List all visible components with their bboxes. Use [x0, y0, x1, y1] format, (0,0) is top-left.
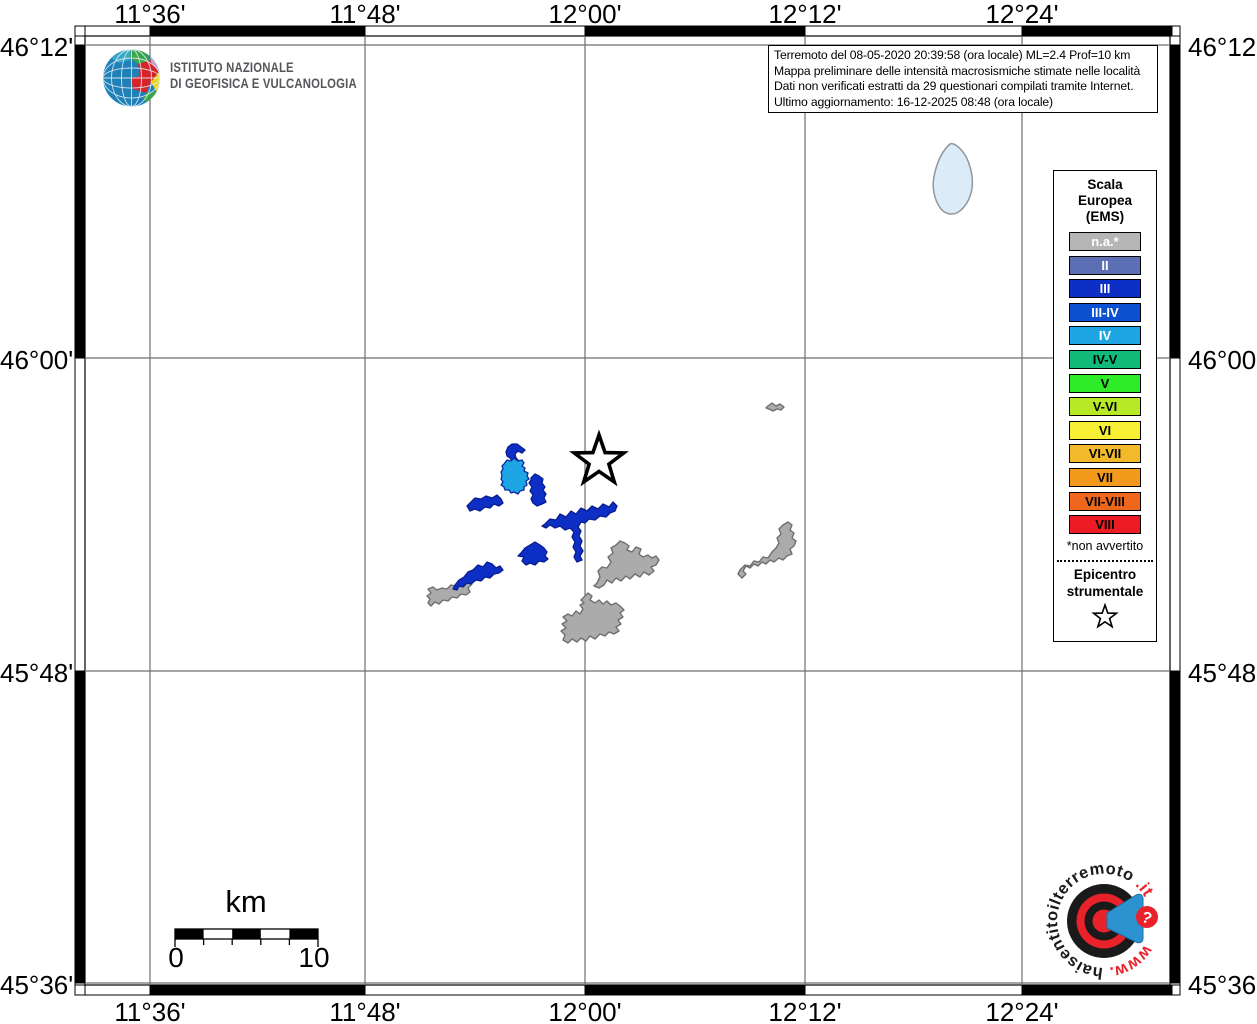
- ingv-globe-logo: [103, 49, 160, 107]
- map-border-bands: [74, 25, 1181, 996]
- legend-footnote: *non avvertito: [1066, 539, 1144, 554]
- legend-title-line2: Europea: [1077, 193, 1132, 208]
- regions-not-felt: [426, 402, 797, 644]
- lat-label-left-3: 45°36': [0, 970, 74, 1000]
- legend-title: Scala Europea (EMS): [1054, 177, 1156, 225]
- legend-swatch-9: VI-VII: [1069, 444, 1141, 464]
- legend-swatch-0: n.a.*: [1069, 232, 1141, 251]
- legend-swatch-1: II: [1069, 255, 1141, 275]
- region-na: [593, 540, 660, 589]
- legend-swatch-11: VII-VIII: [1069, 491, 1141, 511]
- scale-bar: [174, 928, 319, 947]
- lake-polygon: [932, 142, 974, 215]
- map-frame: [84, 35, 1171, 986]
- lon-label-top-3: 12°12': [768, 0, 842, 29]
- haisentito-site-logo: www. haisentitoilterremoto .it ?: [1043, 859, 1158, 982]
- legend-epicenter-label: Epicentro strumentale: [1054, 567, 1156, 600]
- region-iv: [500, 457, 530, 495]
- lat-label-right-1: 46°00': [1188, 345, 1257, 375]
- lon-label-top-1: 11°48': [329, 0, 401, 29]
- lat-label-left-1: 46°00': [0, 345, 74, 375]
- region-iii: [517, 541, 549, 566]
- lon-label-bottom-2: 12°00': [548, 997, 622, 1024]
- legend-swatches: n.a.* II III III-IV IV IV-V V V-VI VI VI-VII VII VI…: [1054, 232, 1156, 535]
- scale-bar-min: 0: [168, 942, 184, 973]
- legend-swatch-10: VII: [1069, 467, 1141, 487]
- legend-epicenter-star-icon: [1054, 602, 1156, 634]
- region-na: [560, 592, 625, 644]
- ingv-name-line2: DI GEOFISICA E VULCANOLOGIA: [170, 75, 357, 91]
- scale-bar-max: 10: [298, 942, 330, 973]
- legend-epicenter-line1: Epicentro: [1073, 567, 1137, 583]
- lon-label-bottom-1: 11°48': [329, 997, 401, 1024]
- legend-divider: [1057, 560, 1153, 563]
- lat-label-right-2: 45°48': [1188, 658, 1257, 688]
- legend-swatch-5: IV-V: [1069, 349, 1141, 369]
- legend-swatch-8: VI: [1069, 420, 1141, 440]
- region-na: [765, 402, 785, 412]
- info-line-event: Terremoto del 08-05-2020 20:39:58 (ora l…: [774, 48, 1131, 62]
- legend-title-line3: (EMS): [1085, 209, 1125, 224]
- info-line-data: Dati non verificati estratti da 29 quest…: [774, 79, 1134, 94]
- region-iii: [541, 501, 618, 563]
- lat-label-left-2: 45°48': [0, 658, 74, 688]
- question-badge: [1136, 906, 1158, 928]
- ingv-name-line1: ISTITUTO NAZIONALE: [170, 60, 294, 75]
- lon-label-bottom-0: 11°36': [114, 997, 186, 1024]
- earthquake-info-box: Terremoto del 08-05-2020 20:39:58 (ora l…: [768, 45, 1158, 114]
- legend-swatch-12: VIII: [1069, 515, 1141, 535]
- legend-swatch-7: V-VI: [1069, 397, 1141, 417]
- lat-label-right-0: 46°12': [1188, 32, 1257, 62]
- info-line-map: Mappa preliminare delle intensità macros…: [774, 63, 1141, 78]
- region-iii: [452, 561, 504, 591]
- legend-swatch-3: III-IV: [1069, 302, 1141, 322]
- lon-label-bottom-4: 12°24': [985, 997, 1059, 1024]
- ingv-institute-name: ISTITUTO NAZIONALE DI GEOFISICA E VULCAN…: [170, 60, 357, 91]
- region-na: [737, 521, 797, 579]
- epicenter-star-icon: [569, 429, 629, 487]
- lon-label-top-0: 11°36': [114, 0, 186, 29]
- legend-swatch-6: V: [1069, 373, 1141, 393]
- scale-bar-unit: km: [225, 884, 267, 919]
- lon-label-top-4: 12°24': [985, 0, 1059, 29]
- region-iii: [528, 473, 547, 507]
- legend-title-line1: Scala: [1087, 177, 1123, 192]
- megaphone-icon: [1106, 893, 1144, 944]
- info-line-updated: Ultimo aggiornamento: 16-12-2025 08:48 (…: [774, 94, 1053, 109]
- lat-label-left-0: 46°12': [0, 32, 74, 62]
- intensity-legend: Scala Europea (EMS) n.a.* II III III-IV IV IV…: [1053, 170, 1157, 642]
- lat-label-right-3: 45°36': [1188, 970, 1257, 1000]
- lon-label-bottom-3: 12°12': [768, 997, 842, 1024]
- regions-intensity-iii: [452, 443, 618, 591]
- region-iii: [466, 494, 504, 512]
- legend-swatch-2: III: [1069, 279, 1141, 299]
- graticule-grid: [85, 36, 1170, 985]
- lon-label-top-2: 12°00': [548, 0, 622, 29]
- legend-epicenter-line2: strumentale: [1066, 583, 1144, 599]
- legend-swatch-4: IV: [1069, 326, 1141, 346]
